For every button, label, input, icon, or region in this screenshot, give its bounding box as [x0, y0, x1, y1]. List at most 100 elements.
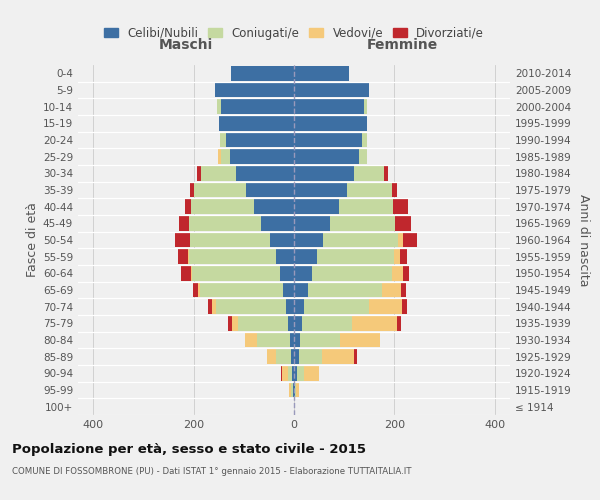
Bar	[292, 350, 294, 364]
Bar	[246, 182, 294, 198]
Bar	[296, 366, 304, 380]
Bar	[193, 282, 197, 298]
Bar	[304, 366, 319, 380]
Bar	[270, 232, 294, 248]
Bar	[299, 350, 322, 364]
Bar	[294, 66, 349, 80]
Bar	[395, 216, 410, 230]
Bar	[317, 250, 394, 264]
Bar	[293, 382, 294, 398]
Bar	[295, 382, 296, 398]
Bar	[294, 332, 300, 347]
Bar	[398, 232, 403, 248]
Bar	[188, 250, 277, 264]
Bar	[208, 300, 212, 314]
Bar	[291, 382, 293, 398]
Bar	[294, 382, 295, 398]
Y-axis label: Fasce di età: Fasce di età	[26, 202, 39, 278]
Bar	[232, 316, 238, 330]
Bar	[201, 166, 236, 180]
Bar	[294, 316, 302, 330]
Bar	[397, 316, 401, 330]
Bar	[354, 350, 357, 364]
Bar	[294, 350, 299, 364]
Bar	[281, 366, 283, 380]
Bar	[181, 266, 191, 280]
Bar	[294, 266, 311, 280]
Bar	[215, 300, 286, 314]
Bar	[370, 300, 402, 314]
Bar	[403, 266, 409, 280]
Bar	[254, 200, 294, 214]
Bar	[401, 282, 406, 298]
Bar	[221, 150, 230, 164]
Bar	[188, 216, 262, 230]
Bar	[191, 200, 254, 214]
Bar	[289, 382, 291, 398]
Bar	[236, 166, 294, 180]
Bar	[382, 282, 401, 298]
Bar	[245, 332, 257, 347]
Bar	[352, 316, 397, 330]
Bar	[304, 300, 370, 314]
Bar	[185, 200, 191, 214]
Text: Femmine: Femmine	[367, 38, 437, 52]
Bar	[218, 116, 294, 130]
Bar	[359, 150, 367, 164]
Bar	[288, 316, 294, 330]
Bar	[286, 300, 294, 314]
Bar	[392, 266, 403, 280]
Bar	[300, 332, 340, 347]
Bar	[262, 216, 294, 230]
Bar	[294, 132, 362, 148]
Bar	[294, 200, 339, 214]
Bar	[221, 100, 294, 114]
Bar	[277, 350, 292, 364]
Text: Popolazione per età, sesso e stato civile - 2015: Popolazione per età, sesso e stato civil…	[12, 442, 366, 456]
Bar	[178, 250, 188, 264]
Bar	[194, 182, 246, 198]
Bar	[402, 300, 407, 314]
Bar	[292, 366, 294, 380]
Bar	[394, 250, 400, 264]
Bar	[238, 316, 288, 330]
Bar	[330, 216, 395, 230]
Bar	[294, 82, 370, 98]
Bar	[231, 66, 294, 80]
Bar	[230, 150, 294, 164]
Bar	[294, 100, 364, 114]
Bar	[190, 232, 270, 248]
Y-axis label: Anni di nascita: Anni di nascita	[577, 194, 590, 286]
Bar	[296, 382, 299, 398]
Bar	[385, 166, 388, 180]
Bar	[308, 282, 382, 298]
Bar	[179, 216, 188, 230]
Bar	[175, 232, 190, 248]
Bar	[294, 166, 354, 180]
Bar	[322, 350, 354, 364]
Bar	[226, 132, 294, 148]
Bar	[354, 166, 385, 180]
Bar	[403, 232, 416, 248]
Bar	[340, 332, 380, 347]
Bar	[294, 116, 367, 130]
Bar	[294, 216, 330, 230]
Bar	[339, 200, 394, 214]
Bar	[311, 266, 392, 280]
Bar	[268, 350, 277, 364]
Bar	[215, 82, 294, 98]
Text: Maschi: Maschi	[159, 38, 213, 52]
Bar	[294, 232, 323, 248]
Bar	[200, 282, 283, 298]
Bar	[283, 366, 289, 380]
Bar	[294, 182, 347, 198]
Bar	[294, 250, 317, 264]
Bar	[257, 332, 290, 347]
Bar	[197, 282, 200, 298]
Bar	[364, 100, 367, 114]
Bar	[212, 300, 215, 314]
Bar	[294, 150, 359, 164]
Bar	[289, 366, 292, 380]
Bar	[323, 232, 398, 248]
Bar	[197, 166, 201, 180]
